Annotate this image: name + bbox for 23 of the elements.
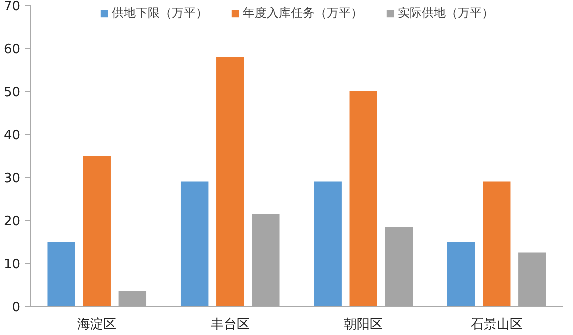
- y-tick-label: 0: [12, 300, 21, 316]
- bar: [216, 57, 244, 306]
- bar: [180, 182, 209, 306]
- y-tick-label: 70: [4, 0, 21, 14]
- x-tick-label: 石景山区: [470, 318, 523, 332]
- x-tick-label: 丰台区: [210, 318, 250, 332]
- bar: [447, 242, 476, 306]
- x-tick-label: 朝阳区: [344, 318, 384, 332]
- y-tick-label: 40: [4, 128, 21, 144]
- y-tick-label: 20: [4, 214, 21, 230]
- y-tick-label: 50: [4, 86, 21, 100]
- bar: [314, 182, 342, 306]
- bar: [48, 242, 76, 306]
- y-tick-label: 30: [4, 172, 21, 186]
- bar: [483, 182, 511, 306]
- y-tick-label: 10: [4, 258, 21, 272]
- bar: [350, 92, 378, 306]
- legend-label: 年度入库任务（万平）: [243, 5, 363, 22]
- legend-label: 实际供地（万平）: [398, 5, 494, 22]
- x-tick-label: 海淀区: [78, 318, 117, 332]
- legend-label: 供地下限（万平）: [112, 5, 208, 22]
- y-tick-label: 60: [4, 42, 21, 58]
- bar: [83, 156, 111, 306]
